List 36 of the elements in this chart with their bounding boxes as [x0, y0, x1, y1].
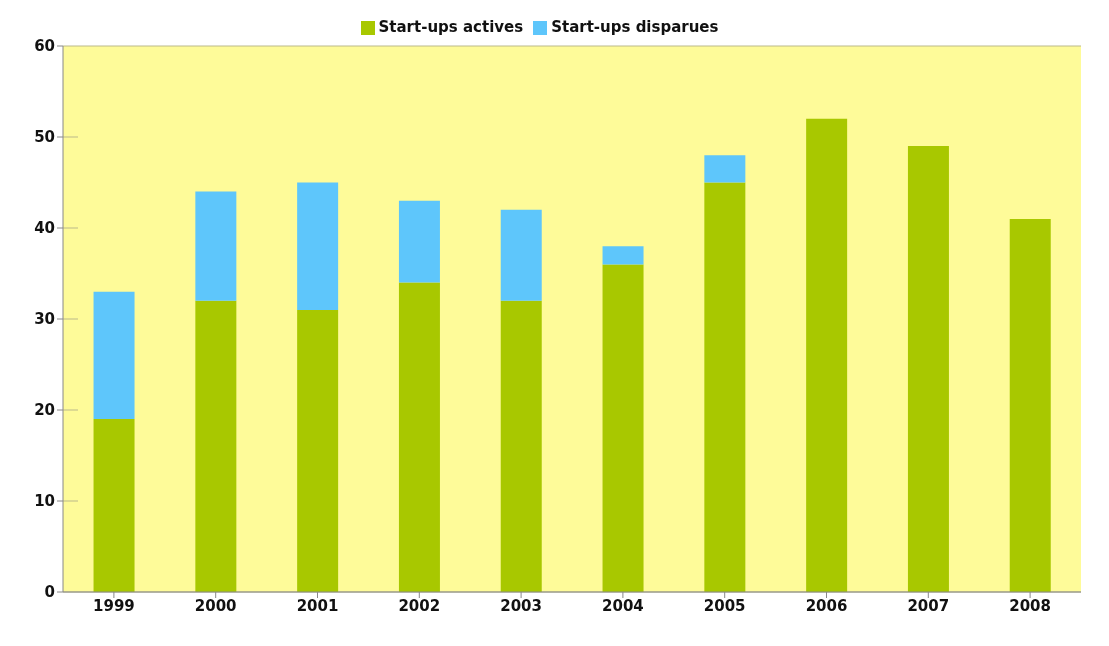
- x-tick-label: 2006: [805, 596, 848, 615]
- bar: [93, 291, 135, 420]
- bar: [602, 246, 644, 265]
- bar: [195, 191, 237, 301]
- x-tick-label: 2000: [194, 596, 237, 615]
- bar: [704, 182, 746, 592]
- x-tick-label: 2001: [296, 596, 339, 615]
- y-tick-label: 20: [34, 401, 55, 420]
- bar: [704, 155, 746, 183]
- x-tick-label: 1999: [93, 596, 135, 615]
- bar: [806, 118, 848, 592]
- y-tick-label: 40: [34, 219, 55, 238]
- bar: [398, 200, 440, 283]
- legend-label: Start-ups actives: [378, 18, 524, 36]
- bar: [93, 419, 135, 592]
- y-tick-label: 0: [44, 583, 55, 602]
- x-tick-label: 2007: [907, 596, 950, 615]
- bar: [297, 182, 339, 310]
- x-tick-label: 2002: [398, 596, 441, 615]
- bar: [602, 264, 644, 592]
- y-tick-label: 60: [34, 37, 55, 56]
- bar: [500, 209, 542, 301]
- bar: [195, 300, 237, 592]
- x-tick-label: 2005: [703, 596, 746, 615]
- bar: [1009, 218, 1051, 592]
- bar: [907, 146, 949, 592]
- y-tick-label: 50: [34, 128, 55, 147]
- y-tick-label: 30: [34, 310, 55, 329]
- bar: [500, 300, 542, 592]
- bar: [297, 309, 339, 592]
- legend-label: Start-ups disparues: [551, 18, 719, 36]
- x-tick-label: 2003: [500, 596, 542, 615]
- bar: [398, 282, 440, 592]
- y-tick-label: 10: [34, 492, 55, 511]
- x-tick-label: 2004: [602, 596, 644, 615]
- x-tick-label: 2008: [1009, 596, 1051, 615]
